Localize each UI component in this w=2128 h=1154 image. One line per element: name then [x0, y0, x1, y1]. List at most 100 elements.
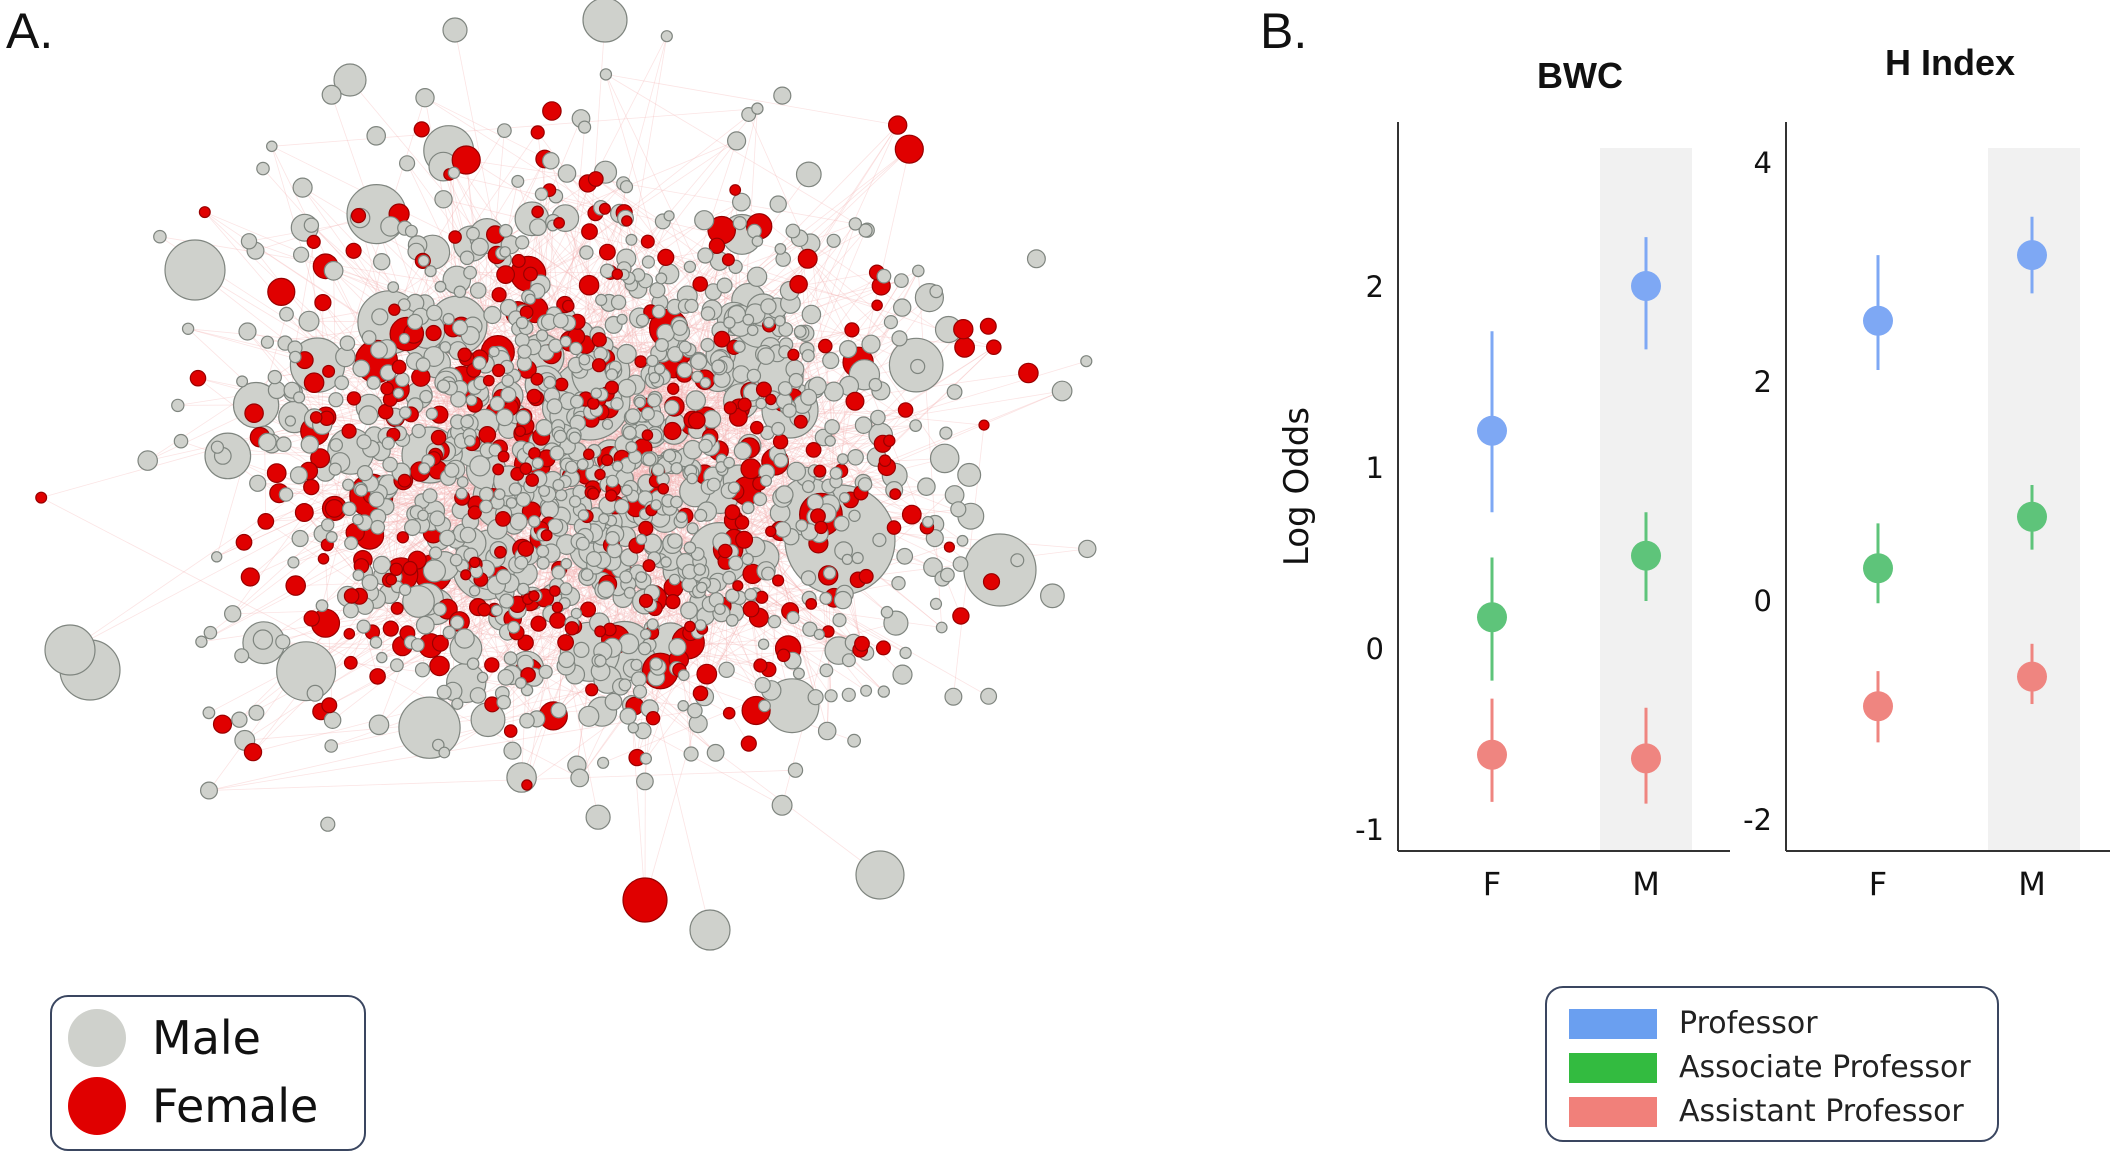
point-associate-professor	[1631, 540, 1661, 571]
point-assistant-professor	[1477, 739, 1507, 770]
network-node	[946, 384, 963, 400]
network-node	[740, 735, 757, 752]
network-node	[382, 456, 398, 473]
network-node	[769, 195, 787, 213]
network-node	[625, 408, 641, 425]
network-node	[587, 171, 604, 187]
network-node	[429, 655, 450, 677]
network-node	[310, 448, 331, 469]
network-node	[732, 192, 751, 212]
network-node	[238, 322, 257, 341]
rank-legend: Professor Associate Professor Assistant …	[1545, 986, 1999, 1142]
legend-label-professor: Professor	[1679, 1006, 1818, 1041]
network-node	[775, 485, 794, 504]
network-node	[164, 239, 226, 301]
network-node	[1051, 380, 1073, 402]
legend-item-professor: Professor	[1569, 1006, 1818, 1041]
network-node	[585, 804, 611, 830]
network-node	[786, 461, 807, 482]
network-node	[789, 274, 808, 294]
network-node	[491, 287, 507, 303]
y-tick-label: -1	[1355, 813, 1384, 847]
network-node	[896, 547, 914, 565]
network-node	[708, 237, 726, 254]
network-node	[469, 455, 491, 477]
network-node	[356, 465, 374, 482]
y-tick-label: 2	[1754, 365, 1772, 399]
network-node	[371, 308, 389, 326]
network-node	[431, 634, 449, 652]
y-tick-label: 0	[1754, 584, 1772, 618]
network-node	[573, 641, 590, 659]
network-node	[822, 351, 840, 370]
network-node	[289, 466, 308, 485]
network-node	[454, 628, 475, 649]
network-node	[257, 513, 275, 530]
network-node	[503, 741, 522, 760]
network-node	[557, 634, 574, 651]
network-node	[484, 657, 500, 673]
network-nodes	[35, 0, 1097, 951]
network-node	[980, 687, 998, 705]
network-node	[517, 540, 535, 557]
point-assistant-professor	[1863, 691, 1893, 722]
network-node	[200, 781, 219, 800]
network-node	[957, 462, 982, 487]
network-node	[665, 593, 681, 610]
panel-label-a: A.	[6, 3, 54, 59]
network-node	[807, 689, 824, 706]
network-node	[300, 435, 319, 454]
network-node	[952, 607, 970, 625]
network-node	[797, 248, 818, 269]
network-node	[800, 570, 817, 586]
network-node	[664, 399, 680, 416]
network-node	[314, 294, 332, 312]
network-node	[244, 403, 264, 423]
point-professor	[1863, 305, 1893, 336]
point-associate-professor	[2017, 501, 2047, 532]
network-node	[953, 319, 974, 340]
network-node	[248, 704, 265, 721]
network-node	[680, 601, 698, 620]
gender-legend: Male Female	[50, 995, 366, 1151]
network-node	[861, 334, 881, 354]
network-node	[718, 661, 735, 679]
network-node	[950, 501, 967, 518]
network-node	[982, 573, 1001, 591]
legend-item-assistant-professor: Assistant Professor	[1569, 1094, 1964, 1129]
network-node	[470, 237, 489, 256]
network-node	[306, 684, 324, 702]
network-node	[430, 429, 447, 446]
network-node	[897, 402, 914, 418]
network-node	[844, 322, 860, 338]
point-assistant-professor	[1631, 743, 1661, 774]
network-node	[952, 556, 969, 572]
network-node	[824, 419, 840, 435]
y-tick-label: 2	[1366, 270, 1384, 304]
point-associate-professor	[1477, 602, 1507, 633]
network-node	[581, 223, 598, 241]
network-node	[291, 529, 309, 548]
x-tick-label: F	[1869, 865, 1887, 903]
collaboration-network	[35, 0, 1097, 951]
network-node	[925, 528, 944, 548]
network-node	[604, 692, 623, 711]
network-node	[44, 624, 96, 676]
network-node	[328, 392, 344, 408]
network-node	[754, 676, 771, 694]
legend-label-associate-professor: Associate Professor	[1679, 1050, 1971, 1085]
network-node	[671, 319, 688, 336]
network-node	[293, 246, 310, 263]
network-node	[333, 63, 367, 97]
network-node	[891, 330, 908, 347]
network-node	[636, 772, 654, 791]
legend-item-associate-professor: Associate Professor	[1569, 1050, 1971, 1085]
network-node	[929, 443, 960, 474]
network-node	[854, 416, 873, 434]
network-node	[434, 190, 453, 209]
network-node	[1026, 249, 1046, 269]
network-node	[398, 696, 461, 759]
network-node	[303, 372, 325, 393]
network-node	[668, 637, 687, 657]
